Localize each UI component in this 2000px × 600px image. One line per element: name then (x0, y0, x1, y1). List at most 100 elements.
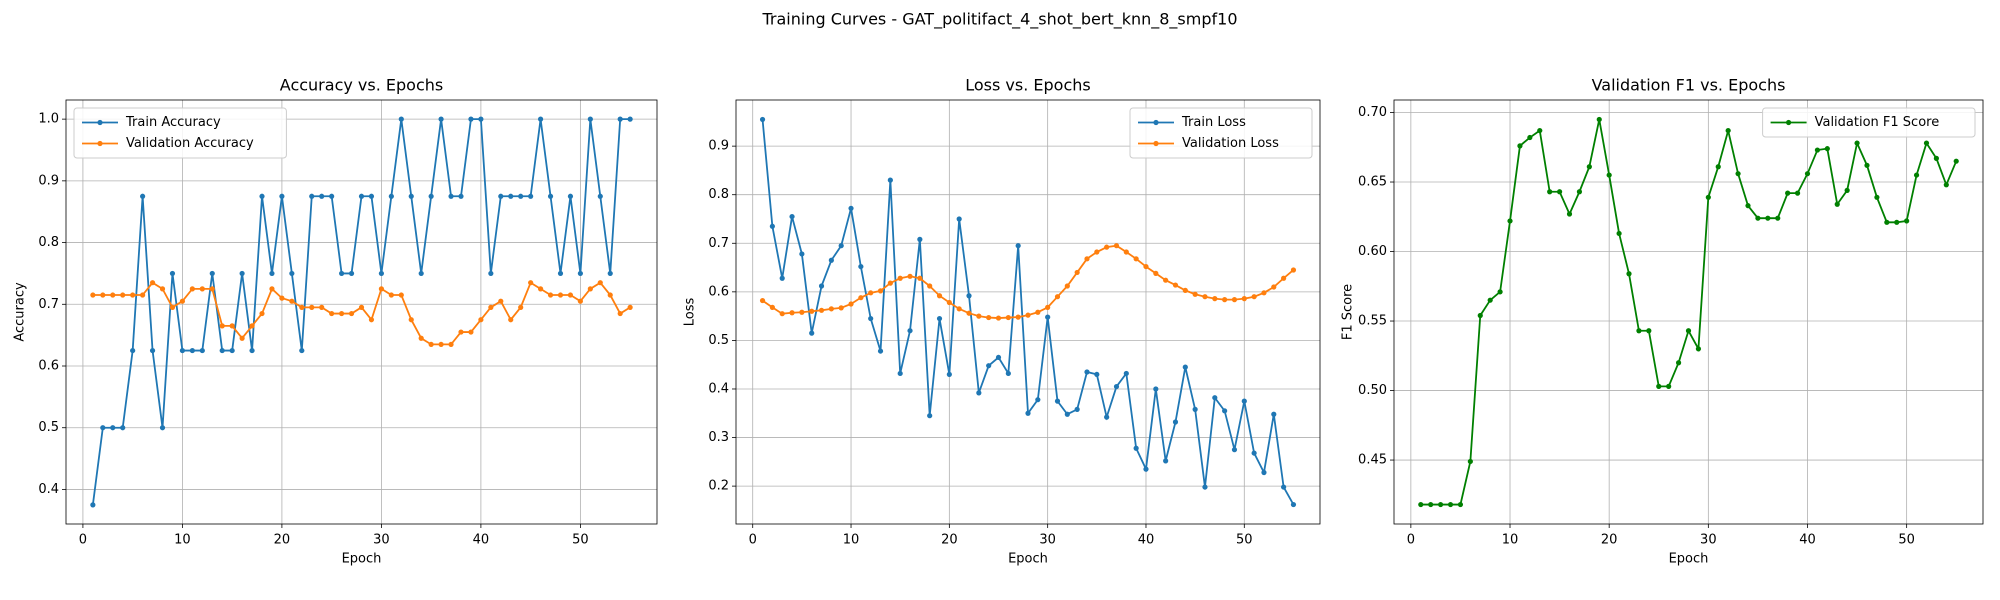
y-tick-label: 0.8 (38, 235, 59, 250)
data-point (1854, 140, 1860, 146)
data-point (1933, 155, 1939, 161)
data-point (1192, 291, 1198, 297)
data-point (219, 323, 225, 329)
data-point (567, 292, 574, 298)
data-point (508, 193, 514, 199)
x-tick-label: 10 (174, 533, 191, 548)
data-point (779, 275, 785, 281)
data-point (1656, 383, 1662, 389)
data-point (90, 502, 96, 508)
data-point (100, 425, 106, 431)
data-point (269, 270, 275, 277)
data-point (1646, 328, 1652, 334)
data-point (249, 323, 255, 329)
panel-title: Validation F1 vs. Epochs (1592, 76, 1786, 95)
data-point (848, 301, 854, 307)
data-point (1025, 410, 1031, 416)
data-point (1143, 263, 1149, 270)
data-point (1182, 287, 1188, 293)
y-axis-label: Accuracy (13, 282, 28, 342)
data-point (1497, 289, 1503, 295)
data-point (1212, 395, 1218, 401)
data-point (428, 341, 434, 348)
data-point (468, 116, 474, 122)
data-point (1794, 190, 1801, 196)
data-point (1035, 309, 1041, 315)
data-point (1045, 314, 1051, 320)
data-point (1241, 296, 1247, 302)
data-point (1725, 127, 1731, 134)
legend-label: Validation Loss (1182, 136, 1279, 151)
data-point (917, 275, 923, 281)
data-point (868, 290, 874, 296)
data-point (418, 335, 424, 341)
data-point (567, 193, 574, 199)
y-tick-label: 0.4 (708, 381, 729, 396)
data-point (339, 270, 345, 277)
data-point (1035, 397, 1041, 403)
data-point (1418, 501, 1424, 508)
y-tick-label: 0.5 (708, 333, 729, 348)
data-point (537, 116, 544, 122)
data-point (848, 205, 854, 211)
legend-box (1129, 107, 1313, 159)
data-point (458, 193, 464, 199)
data-point (779, 311, 785, 317)
data-point (1064, 283, 1070, 289)
data-point (130, 292, 136, 298)
y-tick-label: 0.2 (708, 479, 729, 494)
y-tick-label: 0.7 (38, 297, 59, 312)
data-point (789, 213, 795, 220)
data-point (239, 335, 245, 341)
data-point (1457, 501, 1464, 508)
x-tick-label: 20 (274, 533, 291, 548)
data-point (149, 347, 156, 354)
data-point (1537, 127, 1543, 134)
data-point (858, 295, 864, 301)
data-point (1281, 484, 1287, 490)
data-point (818, 307, 825, 313)
data-point (769, 304, 775, 310)
plot-frame (1393, 99, 1984, 525)
y-tick-label: 0.45 (1358, 453, 1387, 468)
data-point (498, 193, 504, 199)
y-tick-label: 0.7 (708, 236, 729, 251)
data-point (159, 425, 166, 431)
data-point (209, 286, 215, 292)
data-point (1163, 458, 1169, 464)
y-tick-label: 0.9 (38, 173, 59, 188)
data-point (1172, 282, 1179, 288)
data-point (1943, 182, 1949, 188)
panel-title: Accuracy vs. Epochs (280, 76, 443, 95)
data-point (518, 193, 524, 199)
data-point (1675, 360, 1682, 366)
data-point (557, 292, 564, 298)
data-point (1015, 314, 1021, 320)
figure-title: Training Curves - GAT_politifact_4_shot_… (761, 10, 1237, 30)
data-point (279, 193, 285, 199)
data-point (1447, 501, 1454, 508)
y-tick-label: 0.9 (708, 139, 729, 154)
data-point (219, 347, 225, 354)
data-point (1705, 194, 1711, 200)
data-point (508, 317, 514, 323)
data-point (140, 292, 146, 298)
data-point (358, 193, 365, 199)
data-point (1054, 294, 1061, 300)
y-tick-label: 0.60 (1358, 244, 1387, 259)
data-point (1261, 290, 1267, 296)
data-point (907, 273, 913, 279)
data-point (1064, 411, 1070, 417)
data-point (358, 304, 365, 310)
data-point (1005, 370, 1011, 377)
data-point (897, 370, 903, 377)
data-point (627, 304, 633, 310)
data-point (1261, 469, 1267, 476)
data-point (1025, 312, 1031, 318)
y-tick-label: 0.5 (38, 420, 59, 435)
data-point (597, 280, 603, 286)
data-point (1904, 218, 1910, 224)
x-tick-label: 40 (1138, 533, 1155, 548)
data-point (229, 323, 235, 329)
